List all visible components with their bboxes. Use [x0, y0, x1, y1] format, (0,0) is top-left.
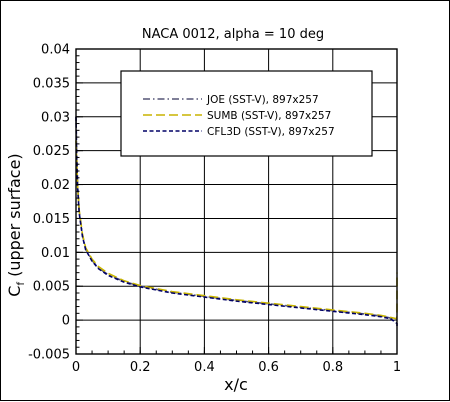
legend-label: JOE (SST-V), 897x257 [206, 94, 319, 106]
x-tick-label: 0.8 [322, 360, 343, 375]
x-tick-label: 0.6 [258, 360, 279, 375]
legend: JOE (SST-V), 897x257 SUMB (SST-V), 897x25… [120, 70, 373, 157]
x-tick-label: 0 [72, 360, 80, 375]
x-tick-label: 0.4 [194, 360, 215, 375]
tick-label-layer: 0 0.2 0.4 0.6 0.8 1-0.00500.0050.010.0150.020… [28, 43, 401, 376]
y-tick-label: -0.005 [28, 348, 70, 363]
x-axis-title: x/c [224, 375, 248, 394]
legend-label: SUMB (SST-V), 897x257 [207, 110, 331, 122]
y-tick-label: 0 [62, 314, 70, 329]
y-tick-label: 0.01 [41, 246, 70, 261]
y-tick-label: 0.04 [41, 43, 70, 58]
legend-box [120, 70, 373, 157]
y-tick-label: 0.035 [33, 76, 70, 91]
y-tick-label: 0.025 [33, 144, 70, 159]
y-tick-label: 0.02 [41, 178, 70, 193]
legend-label: CFL3D (SST-V), 897x257 [207, 126, 335, 138]
chart-title: NACA 0012, alpha = 10 deg [142, 27, 324, 42]
series-line-3 [75, 116, 398, 327]
x-tick-label: 1 [393, 360, 401, 375]
series-layer [75, 116, 398, 327]
y-axis-title: Cf (upper surface) [5, 153, 27, 296]
tick-layer [75, 48, 398, 355]
y-tick-label: 0.03 [41, 110, 70, 125]
y-axis-title-main: C [5, 286, 24, 297]
legend-entries: JOE (SST-V), 897x257 SUMB (SST-V), 897x25… [143, 94, 335, 138]
y-tick-label: 0.015 [33, 212, 70, 227]
series-line-2 [75, 140, 398, 320]
x-tick-label: 0.2 [130, 360, 151, 375]
y-axis-title-sub: f [16, 282, 27, 286]
y-tick-label: 0.005 [33, 280, 70, 295]
y-axis-title-rest: (upper surface) [5, 153, 24, 282]
